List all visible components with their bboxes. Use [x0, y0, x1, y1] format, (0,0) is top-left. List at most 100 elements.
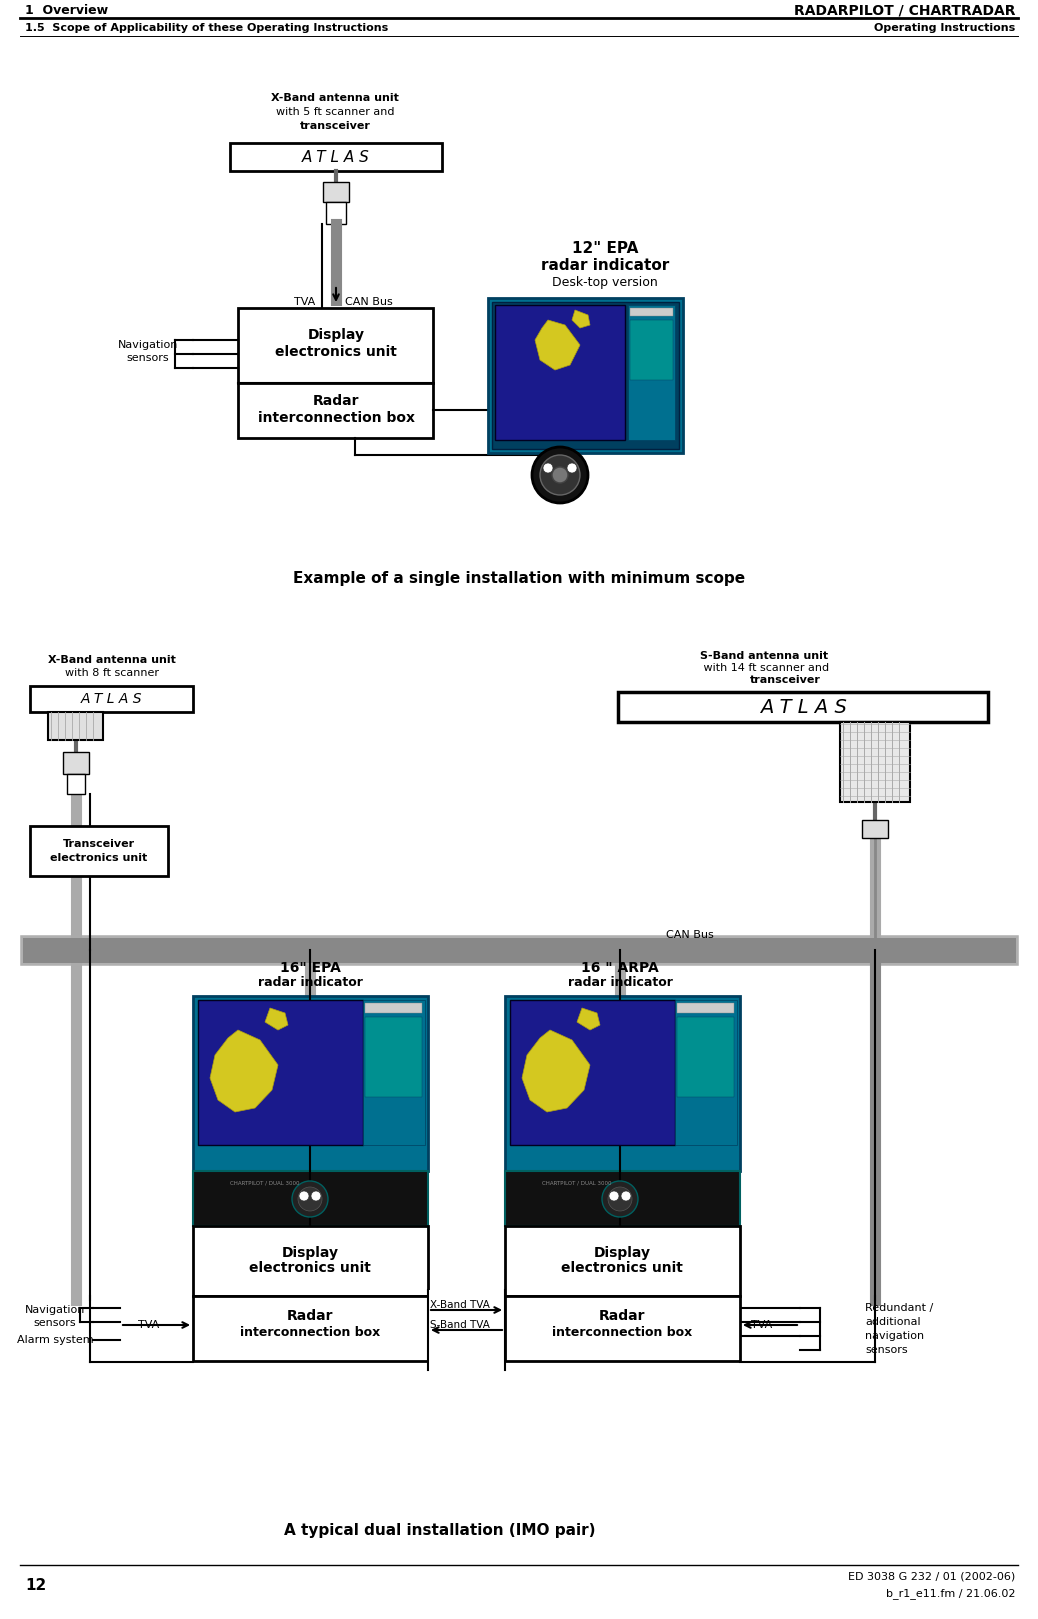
Text: Radar: Radar: [312, 393, 359, 408]
Text: Desk-top version: Desk-top version: [552, 275, 658, 288]
Text: Operating Instructions: Operating Instructions: [874, 23, 1015, 32]
Bar: [510, 1001, 675, 1145]
Bar: [506, 1295, 740, 1362]
Bar: [628, 304, 675, 440]
Circle shape: [567, 463, 577, 473]
Bar: [230, 142, 442, 172]
Text: Transceiver: Transceiver: [63, 839, 135, 848]
Text: interconnection box: interconnection box: [257, 411, 414, 426]
Text: sensors: sensors: [865, 1345, 907, 1355]
Bar: [495, 304, 625, 440]
Text: TVA: TVA: [752, 1319, 772, 1329]
Text: Radar: Radar: [599, 1310, 646, 1323]
Text: 1  Overview: 1 Overview: [25, 3, 108, 16]
Circle shape: [540, 455, 580, 495]
Bar: [363, 1001, 425, 1145]
Text: transceiver: transceiver: [300, 121, 371, 131]
Bar: [48, 712, 103, 740]
Text: radar indicator: radar indicator: [568, 976, 673, 989]
Polygon shape: [572, 309, 590, 329]
Text: electronics unit: electronics unit: [562, 1261, 683, 1276]
Text: electronics unit: electronics unit: [51, 853, 147, 863]
Text: X-Band antenna unit: X-Band antenna unit: [48, 656, 175, 665]
Circle shape: [311, 1192, 321, 1201]
Text: b_r1_e11.fm / 21.06.02: b_r1_e11.fm / 21.06.02: [885, 1588, 1015, 1600]
Bar: [238, 308, 433, 384]
Text: A T L A S: A T L A S: [760, 698, 846, 717]
Bar: [630, 321, 673, 380]
Polygon shape: [577, 1009, 600, 1030]
Text: Navigation: Navigation: [117, 340, 179, 350]
Text: CHARTPILOT / DUAL 3000: CHARTPILOT / DUAL 3000: [230, 1180, 300, 1185]
Bar: [323, 181, 349, 202]
Text: TVA: TVA: [294, 296, 315, 308]
Text: Example of a single installation with minimum scope: Example of a single installation with mi…: [293, 570, 745, 586]
Text: X-Band TVA: X-Band TVA: [430, 1300, 490, 1310]
Text: Display: Display: [281, 1247, 338, 1260]
Text: 16 " ARPA: 16 " ARPA: [581, 962, 659, 975]
Circle shape: [299, 1192, 309, 1201]
Bar: [630, 308, 673, 316]
Text: with 5 ft scanner and: with 5 ft scanner and: [276, 107, 394, 117]
Text: Redundant /: Redundant /: [865, 1303, 933, 1313]
Text: Display: Display: [307, 329, 364, 342]
Text: interconnection box: interconnection box: [240, 1326, 380, 1339]
Text: Alarm system: Alarm system: [17, 1336, 93, 1345]
Polygon shape: [210, 1030, 278, 1112]
Text: TVA: TVA: [138, 1319, 160, 1329]
Bar: [193, 996, 428, 1171]
Text: interconnection box: interconnection box: [552, 1326, 692, 1339]
Circle shape: [602, 1180, 638, 1217]
Text: sensors: sensors: [33, 1318, 77, 1328]
Bar: [63, 751, 89, 774]
Circle shape: [543, 463, 553, 473]
Bar: [193, 1171, 428, 1226]
Text: electronics unit: electronics unit: [249, 1261, 371, 1276]
Text: radar indicator: radar indicator: [257, 976, 362, 989]
Bar: [365, 1017, 422, 1098]
Bar: [675, 1001, 737, 1145]
Text: 12" EPA: 12" EPA: [572, 241, 638, 256]
Bar: [238, 384, 433, 439]
Polygon shape: [522, 1030, 590, 1112]
Bar: [428, 1290, 506, 1370]
Circle shape: [298, 1187, 322, 1211]
Text: navigation: navigation: [865, 1331, 924, 1341]
Bar: [193, 1226, 428, 1295]
Bar: [193, 1295, 428, 1362]
Text: Navigation: Navigation: [25, 1305, 85, 1315]
Bar: [840, 722, 910, 801]
Text: radar indicator: radar indicator: [541, 257, 670, 272]
Circle shape: [608, 1187, 632, 1211]
Text: S-Band TVA: S-Band TVA: [430, 1319, 490, 1329]
Text: RADARPILOT / CHARTRADAR: RADARPILOT / CHARTRADAR: [793, 3, 1015, 18]
Bar: [326, 202, 346, 223]
Text: CAN Bus: CAN Bus: [666, 929, 714, 941]
Text: A typical dual installation (IMO pair): A typical dual installation (IMO pair): [284, 1522, 596, 1538]
Text: 1.5  Scope of Applicability of these Operating Instructions: 1.5 Scope of Applicability of these Oper…: [25, 23, 388, 32]
Text: X-Band antenna unit: X-Band antenna unit: [271, 92, 399, 104]
Text: S-Band antenna unit: S-Band antenna unit: [700, 651, 828, 661]
Text: 16" EPA: 16" EPA: [279, 962, 340, 975]
Text: electronics unit: electronics unit: [275, 345, 397, 359]
Text: 12: 12: [25, 1577, 47, 1593]
Polygon shape: [535, 321, 580, 371]
Bar: [67, 774, 85, 793]
Text: A T L A S: A T L A S: [302, 149, 370, 165]
Text: CAN Bus: CAN Bus: [345, 296, 392, 308]
Text: Display: Display: [594, 1247, 651, 1260]
Bar: [30, 826, 168, 876]
Text: additional: additional: [865, 1316, 921, 1328]
Text: transceiver: transceiver: [750, 675, 821, 685]
Bar: [506, 996, 740, 1171]
Bar: [506, 1226, 740, 1295]
Text: CHARTPILOT / DUAL 3000: CHARTPILOT / DUAL 3000: [542, 1180, 611, 1185]
Bar: [488, 298, 683, 453]
Bar: [492, 303, 679, 448]
Bar: [677, 1004, 734, 1013]
Circle shape: [532, 447, 588, 504]
Circle shape: [621, 1192, 631, 1201]
Circle shape: [609, 1192, 619, 1201]
Text: with 14 ft scanner and: with 14 ft scanner and: [700, 664, 829, 674]
Bar: [862, 819, 887, 839]
